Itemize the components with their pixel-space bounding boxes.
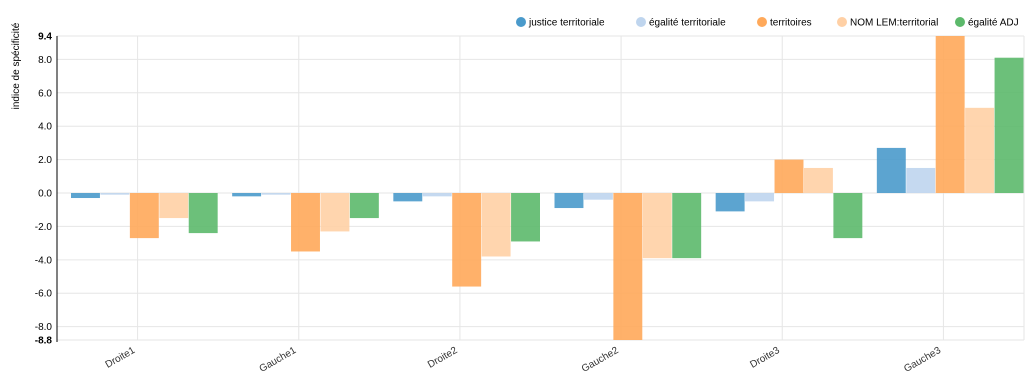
legend-label: territoires (770, 18, 812, 29)
bar (159, 193, 189, 219)
legend-marker (757, 17, 767, 27)
bar (642, 193, 672, 259)
x-axis-labels: Droite1 Gauche1 Droite2 Gauche2 Droite3 Gauch… (104, 345, 944, 371)
legend-marker (516, 17, 526, 27)
y-tick-label: 6.0 (38, 88, 52, 99)
bar (672, 193, 702, 259)
x-tick-label: Droite1 (104, 345, 138, 371)
legend-marker (837, 17, 847, 27)
bar (349, 193, 379, 219)
bar (554, 193, 584, 209)
bar (876, 147, 906, 194)
legend: justice territoriale égalité territoriale… (516, 17, 1019, 29)
bar (232, 193, 262, 197)
bar (774, 159, 804, 194)
grid (57, 35, 1025, 341)
legend-label: justice territoriale (528, 18, 605, 29)
x-tick-label: Gauche3 (902, 345, 943, 371)
legend-item[interactable]: égalité ADJ (955, 17, 1019, 29)
bar (994, 57, 1024, 194)
y-tick-label: 0.0 (38, 189, 52, 200)
x-tick-label: Gauche1 (258, 345, 299, 371)
bar (188, 193, 218, 234)
legend-item[interactable]: NOM LEM:territorial (837, 17, 938, 29)
y-axis: 9.4 8.0 6.0 4.0 2.0 0.0 -2.0 -4.0 -6.0 -8.0 -8.8 (35, 32, 58, 347)
x-tick-label: Gauche2 (580, 345, 621, 371)
bar (291, 193, 320, 252)
y-tick-label: -6.0 (35, 289, 53, 300)
legend-label: égalité ADJ (968, 18, 1019, 29)
legend-item[interactable]: égalité territoriale (636, 17, 726, 29)
bar (511, 193, 540, 242)
bar (965, 107, 995, 194)
y-tick-label: -2.0 (35, 222, 53, 233)
x-tick-label: Droite2 (426, 345, 460, 371)
bar (422, 193, 452, 197)
bar (906, 167, 936, 194)
y-tick-label: 9.4 (38, 32, 52, 43)
bar (935, 36, 965, 194)
bar (71, 193, 100, 199)
bar (715, 193, 745, 212)
bar (745, 193, 775, 202)
bar (481, 193, 511, 257)
bar (100, 193, 130, 195)
legend-item[interactable]: justice territoriale (516, 17, 605, 29)
y-tick-label: 4.0 (38, 122, 52, 133)
y-tick-label: 8.0 (38, 55, 52, 66)
bar (833, 193, 863, 239)
bar (452, 193, 482, 287)
bar (320, 193, 350, 232)
y-tick-label: -8.0 (35, 322, 53, 333)
bar (393, 193, 423, 202)
legend-marker (636, 17, 646, 27)
y-tick-label: 2.0 (38, 155, 52, 166)
bar (129, 193, 159, 239)
legend-item[interactable]: territoires (757, 17, 812, 29)
bar (613, 193, 643, 340)
legend-marker (955, 17, 965, 27)
bar (803, 167, 833, 194)
y-tick-label: -8.8 (35, 336, 53, 347)
x-tick-label: Droite3 (748, 345, 782, 371)
bar (583, 193, 613, 200)
y-tick-label: -4.0 (35, 255, 53, 266)
legend-label: égalité territoriale (649, 18, 726, 29)
legend-label: NOM LEM:territorial (850, 18, 938, 29)
bar (261, 193, 291, 195)
bars (71, 36, 1024, 340)
y-axis-title: indice de spécificité (11, 22, 22, 109)
